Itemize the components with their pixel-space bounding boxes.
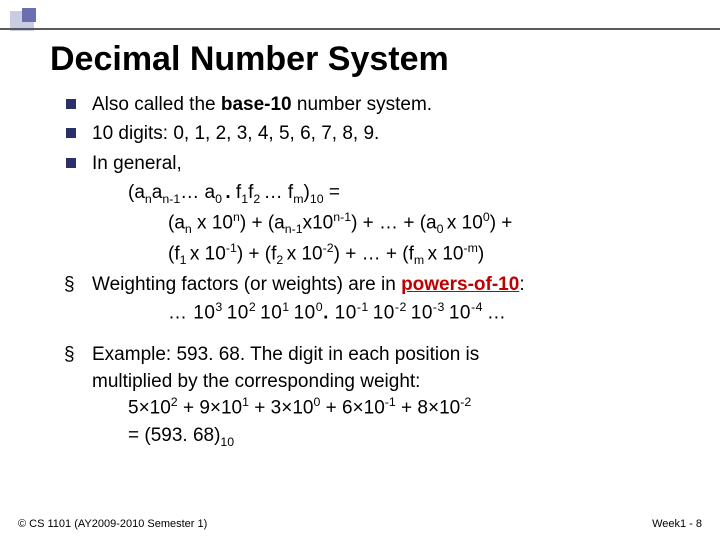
text: Weighting factors (or weights) are in [92,274,401,295]
bullet-1: Also called the base-10 number system. [58,92,680,117]
text: 10 digits: 0, 1, 2, 3, 4, 5, 6, 7, 8, 9. [92,123,379,144]
text: Example: 593. 68. The digit in each posi… [92,344,479,365]
page-title: Decimal Number System [50,40,449,79]
bullet-3: In general, [58,151,680,176]
section-weights: Weighting factors (or weights) are in po… [58,272,680,297]
text: : [519,274,524,295]
example-line-2: multiplied by the corresponding weight: [58,369,680,394]
example-line-4: = (593. 68)10 [58,423,680,450]
weights-line: … 103 102 101 100. 10-1 10-2 10-3 10-4 … [58,299,680,326]
slide: Decimal Number System Also called the ba… [0,0,720,540]
example-line-3: 5×102 + 9×101 + 3×100 + 6×10-1 + 8×10-2 [58,394,680,421]
key-term: powers-of-10 [401,274,519,295]
footer-right: Week1 - 8 [652,518,702,530]
text: Also called the [92,94,221,115]
formula-line-1: (anan-1… a0 . f1f2 … fm)10 = [58,180,680,207]
header-decoration [0,8,720,33]
header-rule [0,28,720,30]
section-example: Example: 593. 68. The digit in each posi… [58,342,680,367]
bold-term: base-10 [221,94,292,115]
content: Also called the base-10 number system. 1… [58,92,680,452]
footer-left: © CS 1101 (AY2009-2010 Semester 1) [18,518,207,530]
formula-line-3: (f1 x 10-1) + (f2 x 10-2) + … + (fm x 10… [58,240,680,269]
deco-box-dark [22,8,36,22]
text: number system. [292,94,432,115]
text: In general, [92,153,182,174]
bullet-2: 10 digits: 0, 1, 2, 3, 4, 5, 6, 7, 8, 9. [58,121,680,146]
formula-line-2: (an x 10n) + (an-1x10n-1) + … + (a0 x 10… [58,209,680,238]
